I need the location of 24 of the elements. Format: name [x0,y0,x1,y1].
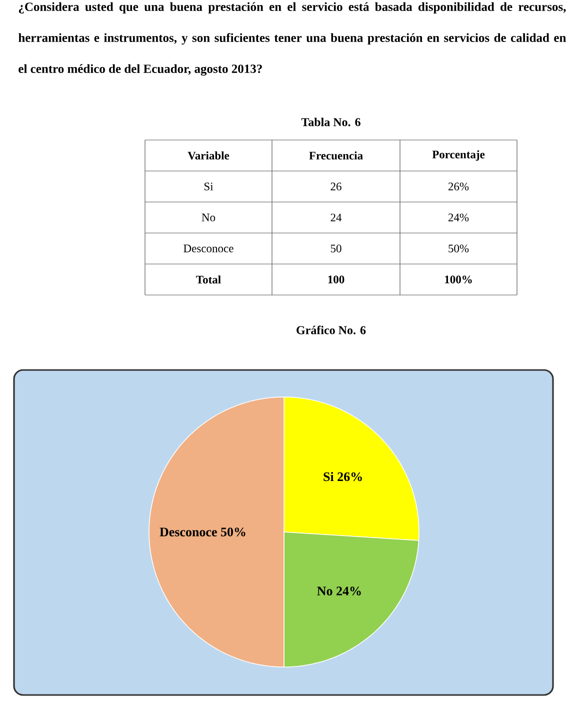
slice-label: Desconoce [160,528,217,536]
text: Total [196,275,221,284]
data-label: 24% [336,586,361,596]
text: Variable [188,151,230,160]
slice-label: Si [324,472,334,482]
text: Frecuencia [309,151,363,160]
text: Porcentaje [432,150,485,161]
slice-label: No [317,586,332,596]
text: Gráfico No. 6 [296,326,366,334]
chart-title: ¿Considera usted que una buena prestación en el servicio está basada disponibilidad de recursos, herramientas e instrumentos, y son suficientes tener una buena prestación en servicios de calidad en el centro médico de del Ecuador, agosto 2013? [18,2,566,76]
text: 100% [445,276,472,284]
category-label: Si [204,182,214,190]
text: 26% [448,182,469,190]
category-label: No [202,214,216,222]
text: 100 [328,276,344,284]
text: Tabla No. 6 [301,118,360,126]
text: 24% [448,214,469,222]
text: 50% [448,244,469,252]
category-label: Desconoce [184,244,234,252]
data-label: 50% [221,528,246,536]
data-label: 26% [338,472,362,482]
text: 50 [330,244,342,252]
text: 26 [330,182,342,190]
text: 24 [330,214,342,222]
